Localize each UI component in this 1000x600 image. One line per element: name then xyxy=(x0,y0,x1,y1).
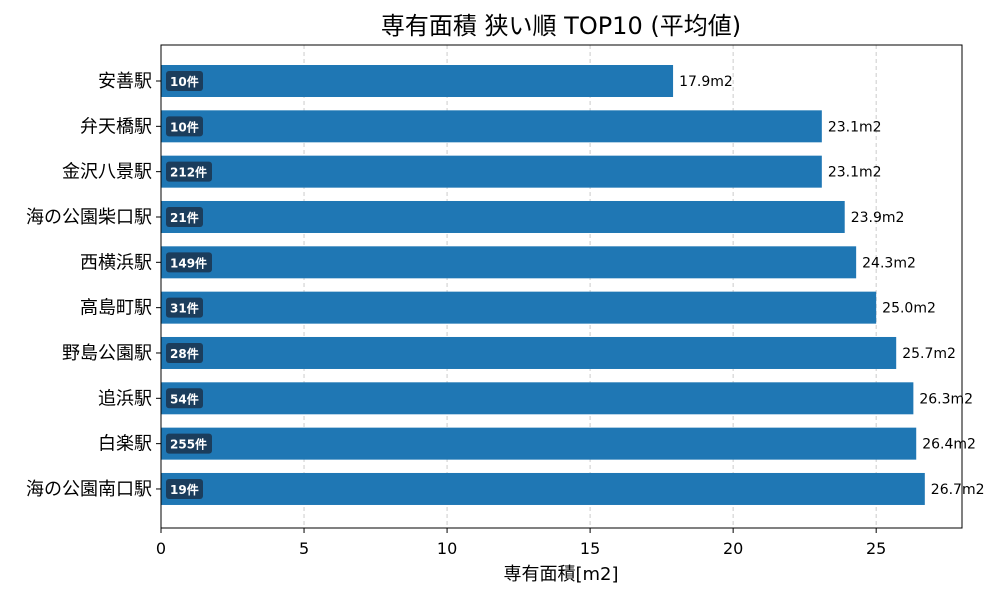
bar-value-label: 25.7m2 xyxy=(902,346,956,362)
count-label: 255件 xyxy=(170,437,207,452)
category-label: 安善駅 xyxy=(98,71,152,92)
bar-value-label: 25.0m2 xyxy=(882,301,936,317)
count-badge xyxy=(166,161,212,182)
count-label: 212件 xyxy=(170,165,207,180)
bar-value-label: 23.1m2 xyxy=(828,165,882,181)
category-label: 高島町駅 xyxy=(80,298,152,319)
count-badge xyxy=(166,116,203,137)
category-label: 追浜駅 xyxy=(98,388,152,409)
bar-value-label: 26.4m2 xyxy=(922,437,976,453)
category-label: 西横浜駅 xyxy=(80,252,152,273)
bar-value-label: 23.1m2 xyxy=(828,119,882,135)
chart-title: 専有面積 狭い順 TOP10 (平均値) xyxy=(381,12,741,40)
category-label: 白楽駅 xyxy=(98,434,152,455)
category-label: 野島公園駅 xyxy=(62,343,152,364)
x-tick-label: 10 xyxy=(437,539,457,558)
bar-value-label: 23.9m2 xyxy=(851,210,905,226)
bar xyxy=(161,155,822,188)
count-badge xyxy=(166,206,203,227)
count-badge xyxy=(166,433,212,454)
y-axis-category-labels: 安善駅弁天橋駅金沢八景駅海の公園柴口駅西横浜駅高島町駅野島公園駅追浜駅白楽駅海の… xyxy=(26,71,161,500)
count-label: 149件 xyxy=(170,255,207,270)
bar-value-label: 24.3m2 xyxy=(862,255,916,271)
x-tick-label: 15 xyxy=(580,539,600,558)
x-tick-label: 0 xyxy=(156,539,166,558)
count-badge xyxy=(166,297,203,318)
count-label: 28件 xyxy=(170,346,199,361)
count-badge xyxy=(166,478,203,499)
bar xyxy=(161,472,925,505)
category-label: 金沢八景駅 xyxy=(62,162,152,183)
count-badge xyxy=(166,342,203,363)
x-tick-label: 20 xyxy=(723,539,743,558)
count-label: 10件 xyxy=(170,119,199,134)
bar-value-label: 26.3m2 xyxy=(919,391,973,407)
bar-value-label: 17.9m2 xyxy=(679,74,733,90)
bar xyxy=(161,65,674,97)
count-label: 21件 xyxy=(170,210,199,225)
bar xyxy=(161,110,822,143)
bar xyxy=(161,200,845,233)
bar-value-label: 26.7m2 xyxy=(931,482,985,498)
count-badge xyxy=(166,252,212,273)
category-label: 海の公園南口駅 xyxy=(26,479,152,500)
count-label: 19件 xyxy=(170,482,199,497)
bar xyxy=(161,291,877,324)
x-axis-label: 専有面積[m2] xyxy=(503,564,618,585)
x-axis-ticks: 0 5 10 15 20 25 xyxy=(156,528,886,558)
bar xyxy=(161,336,897,369)
plot-area-frame xyxy=(160,44,963,529)
count-badge xyxy=(166,71,203,91)
bar xyxy=(161,427,917,460)
count-label: 10件 xyxy=(170,74,199,89)
bar xyxy=(161,246,857,279)
category-label: 海の公園柴口駅 xyxy=(26,207,152,228)
x-tick-label: 25 xyxy=(866,539,886,558)
bars-group: 10件 17.9m2 10件 23.1m2 212件 23.1m2 21件 23.9m2 149… xyxy=(161,65,985,505)
count-label: 31件 xyxy=(170,301,199,316)
count-badge xyxy=(166,388,203,409)
x-tick-label: 5 xyxy=(299,539,309,558)
bar xyxy=(161,382,914,415)
category-label: 弁天橋駅 xyxy=(80,116,152,137)
count-label: 54件 xyxy=(170,391,199,406)
